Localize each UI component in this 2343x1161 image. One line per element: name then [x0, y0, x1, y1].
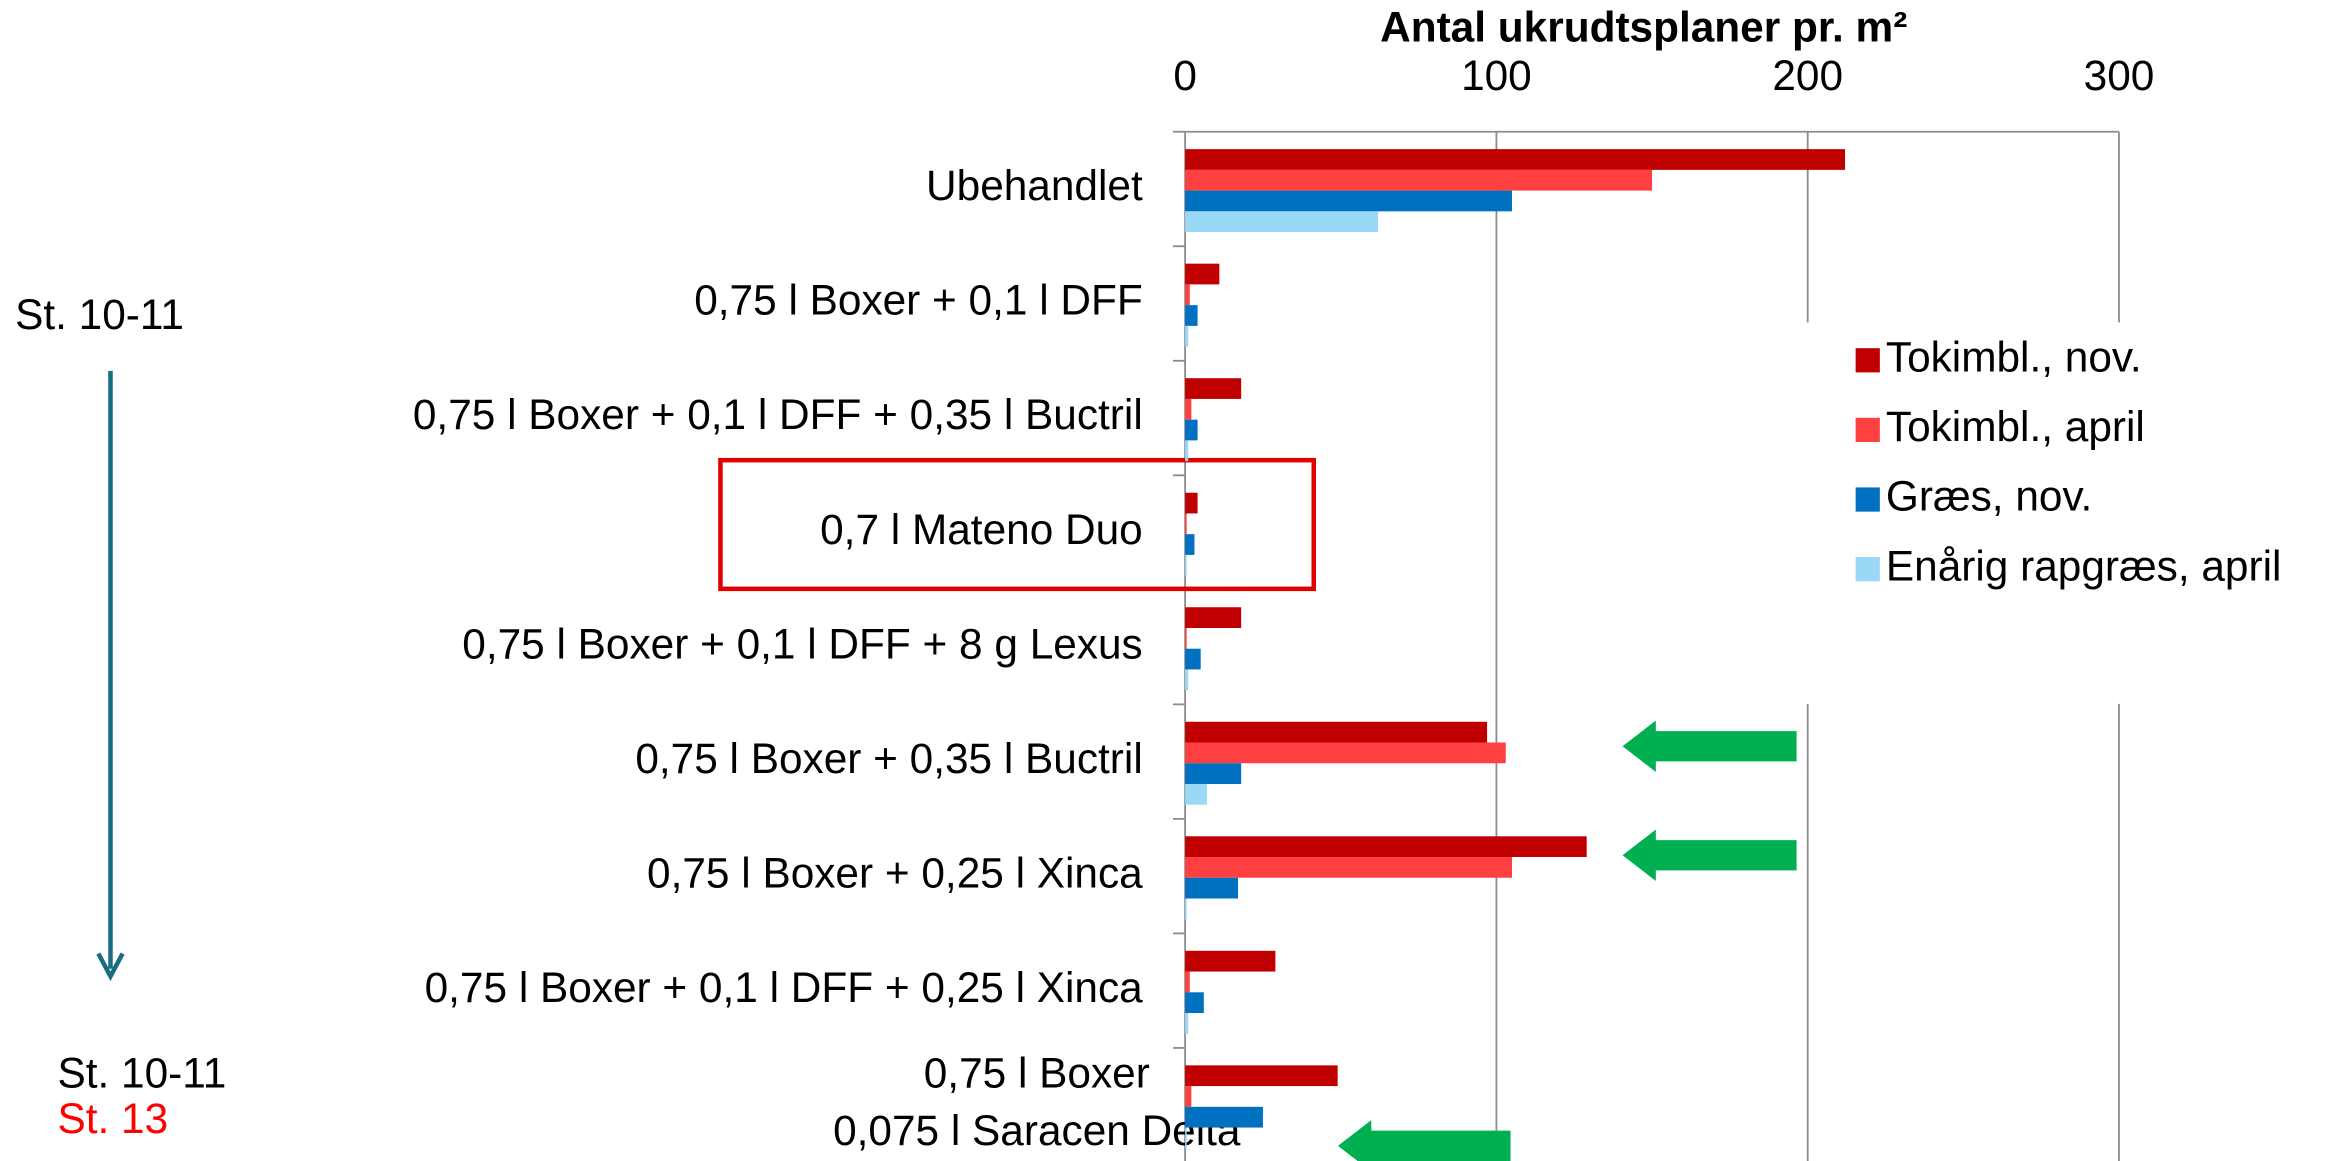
legend-swatch — [1855, 348, 1880, 373]
bar — [1185, 1086, 1192, 1107]
bar — [1185, 783, 1207, 805]
bar — [1185, 513, 1187, 535]
bar — [1185, 554, 1187, 576]
bar — [1185, 721, 1488, 743]
y-tick-label: 0,75 l Boxer + 0,1 l DFF + 0,25 l Xinca — [425, 964, 1144, 1011]
bar — [1185, 857, 1512, 878]
bar — [1185, 492, 1198, 514]
bar — [1185, 877, 1239, 899]
legend-swatch — [1855, 417, 1880, 443]
bar — [1185, 669, 1189, 691]
highlight-box — [718, 457, 1317, 592]
legend-background — [1801, 322, 2343, 704]
bar — [1185, 398, 1192, 420]
y-tick-label: 0,75 l Boxer + 0,1 l DFF + 0,35 l Buctri… — [413, 391, 1143, 438]
legend-label: Græs, nov. — [1886, 473, 2092, 520]
bar — [1185, 992, 1204, 1014]
bar — [1185, 190, 1512, 212]
y-tick-label: 0,75 l Boxer + 0,1 l DFF — [694, 277, 1142, 324]
bar — [1185, 149, 1846, 170]
x-tick-label: 300 — [2084, 52, 2155, 99]
bar — [1185, 742, 1506, 764]
annotation: St. 10-11 — [58, 1049, 227, 1096]
bar — [1185, 169, 1653, 191]
bar — [1185, 440, 1189, 462]
bar — [1185, 211, 1379, 233]
annotation: St. 13 — [58, 1095, 169, 1142]
bar — [1185, 648, 1201, 670]
green-arrow — [1337, 1120, 1511, 1161]
bar — [1185, 325, 1189, 347]
bar — [1185, 763, 1242, 784]
annotation: St. 10-11 — [15, 291, 184, 338]
green-arrow — [1622, 720, 1797, 772]
bar — [1185, 950, 1276, 972]
x-tick-label: 100 — [1461, 52, 1532, 99]
bar — [1185, 1106, 1263, 1128]
y-tick-label: Ubehandlet — [926, 162, 1143, 209]
x-tick-label: 0 — [1173, 52, 1197, 99]
legend-label: Tokimbl., april — [1886, 403, 2145, 450]
x-tick-label: 200 — [1772, 52, 1843, 99]
bar — [1185, 898, 1187, 920]
bar — [1185, 1127, 1187, 1149]
bar — [1185, 627, 1187, 649]
y-tick-label: 0,75 l Boxer + 0,35 l Buctril — [635, 735, 1142, 782]
bar — [1185, 284, 1190, 306]
chart-title: Antal ukrudtsplaner pr. m² — [1380, 4, 1907, 51]
bar — [1185, 836, 1587, 858]
y-tick-label: 0,075 l Saracen Delta — [833, 1107, 1241, 1154]
bar — [1185, 263, 1220, 285]
bar — [1185, 1013, 1189, 1034]
y-tick-label: 0,75 l Boxer — [924, 1050, 1150, 1097]
bar — [1185, 378, 1242, 399]
bar — [1185, 534, 1195, 555]
green-arrow — [1622, 829, 1797, 881]
bar — [1185, 305, 1198, 326]
bar — [1185, 1065, 1338, 1087]
legend-swatch — [1855, 487, 1880, 512]
legend-swatch — [1855, 557, 1880, 582]
y-tick-label: 0,75 l Boxer + 0,25 l Xinca — [647, 849, 1143, 896]
bar — [1185, 971, 1190, 993]
y-tick-label: 0,75 l Boxer + 0,1 l DFF + 8 g Lexus — [462, 620, 1142, 667]
legend-label: Enårig rapgræs, april — [1886, 542, 2282, 589]
stage-arrow-head — [96, 952, 125, 982]
y-tick-label: 0,7 l Mateno Duo — [820, 506, 1143, 553]
bar — [1185, 419, 1198, 441]
bar — [1185, 607, 1242, 628]
legend-label: Tokimbl., nov. — [1886, 333, 2142, 380]
